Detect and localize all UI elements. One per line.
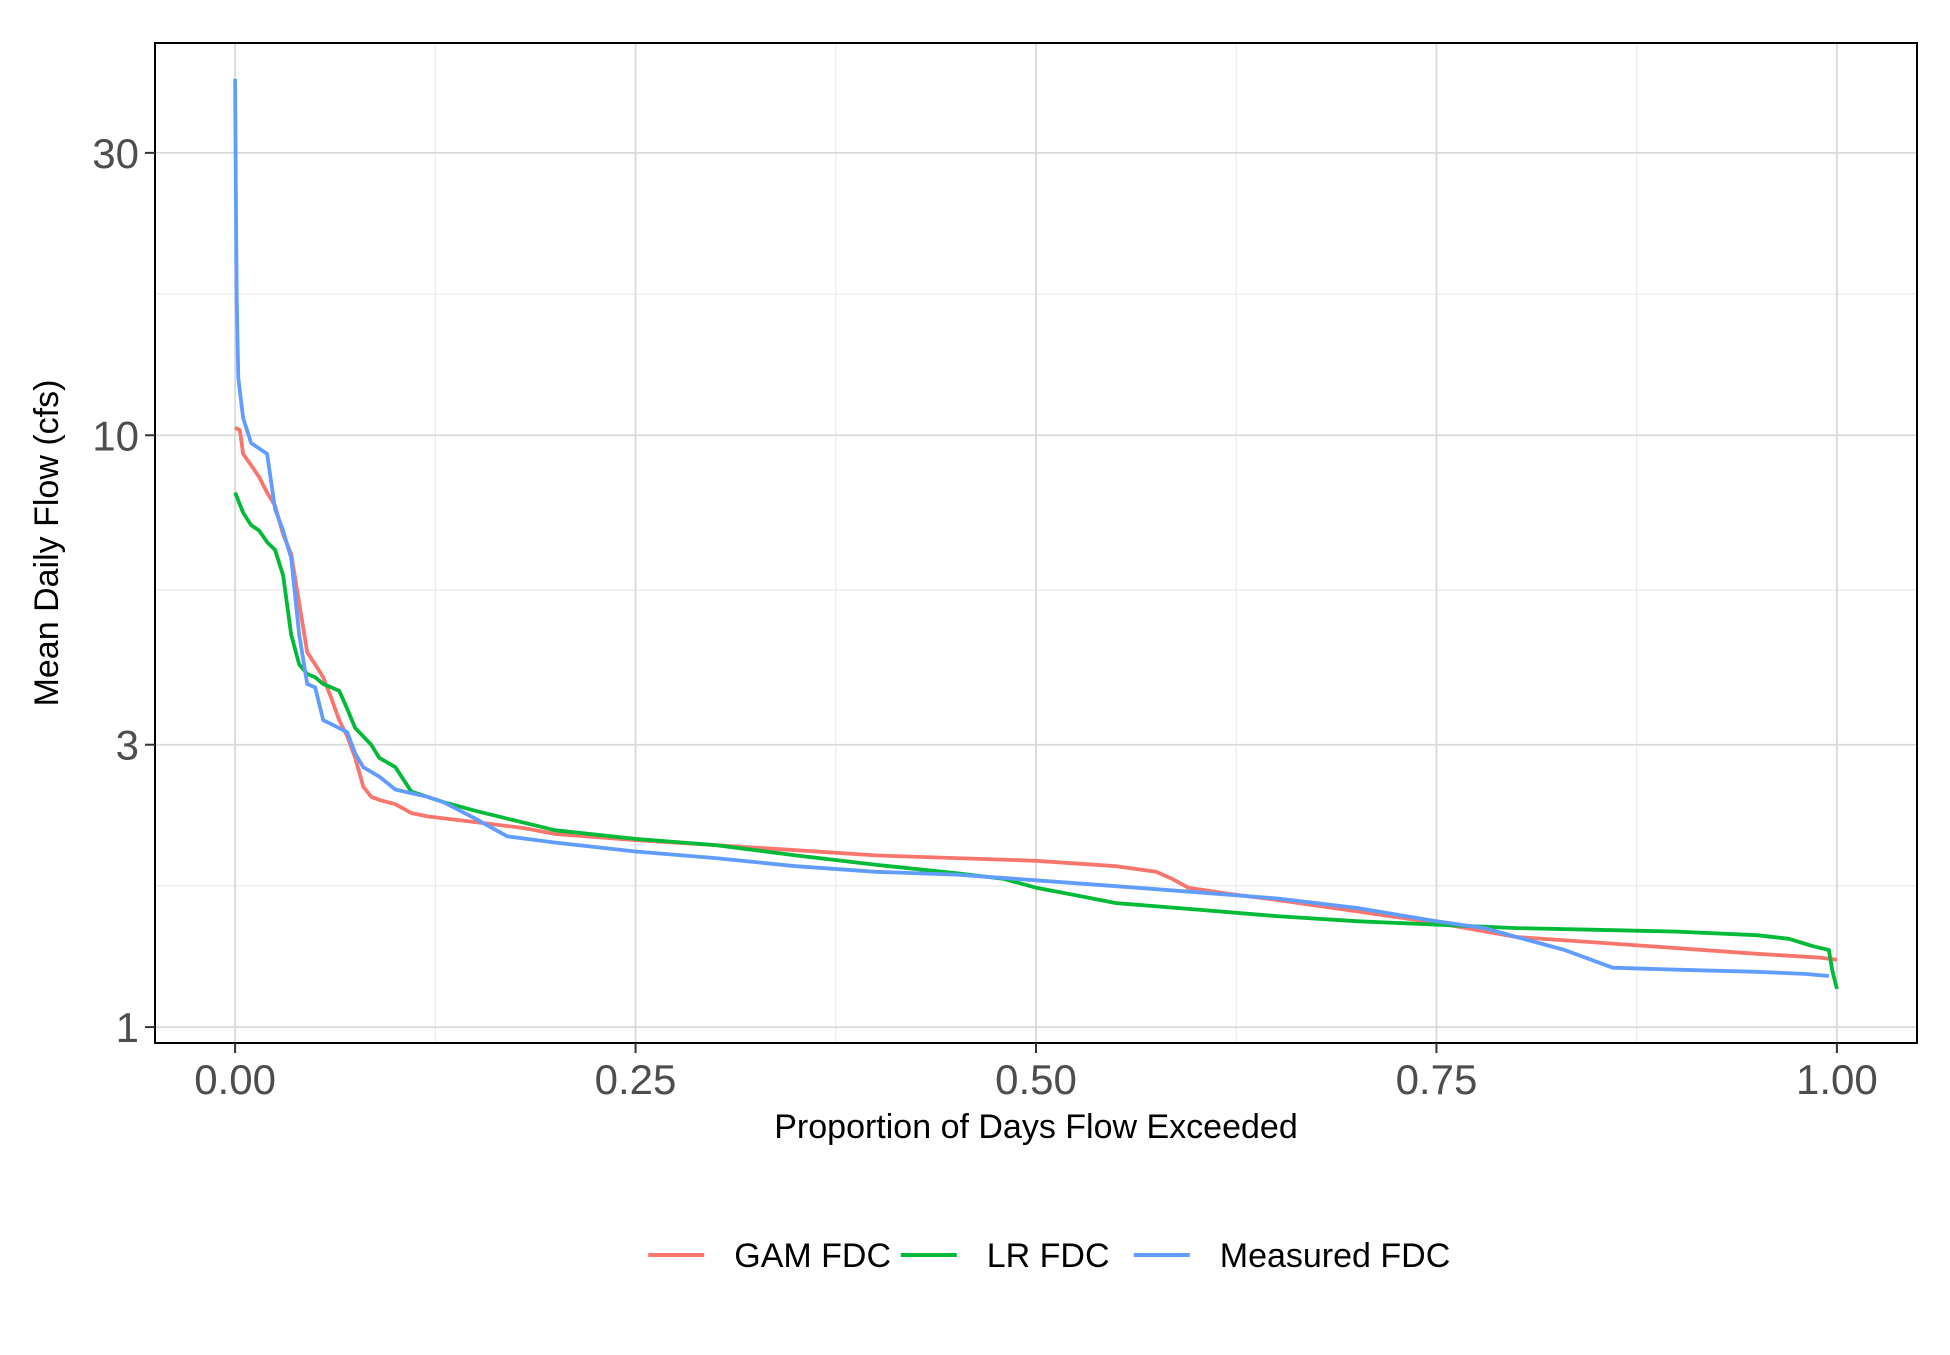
legend-label: LR FDC	[987, 1237, 1110, 1275]
axes-layer: 0.00 0.25 0.50 0.75 1.00 1 3 10 30	[92, 130, 1878, 1103]
x-tick-label: 0.75	[1396, 1056, 1478, 1103]
x-tick-label: 1.00	[1796, 1056, 1878, 1103]
legend-item-lr-fdc: LR FDC	[900, 1237, 1110, 1275]
y-tick-label: 10	[92, 412, 139, 459]
legend-label: GAM FDC	[734, 1237, 891, 1275]
x-tick-label: 0.50	[995, 1056, 1077, 1103]
x-tick-label: 0.25	[595, 1056, 677, 1103]
series-layer	[233, 78, 1839, 990]
legend-item-measured-fdc: Measured FDC	[1133, 1237, 1451, 1275]
series-line-lr-fdc	[233, 491, 1839, 990]
y-axis-title: Mean Daily Flow (cfs)	[28, 380, 66, 707]
y-tick-label: 3	[116, 722, 139, 769]
x-tick-label: 0.00	[194, 1056, 276, 1103]
series-line-measured-fdc	[233, 78, 1830, 978]
legend: GAM FDC LR FDC Measured FDC	[648, 1237, 1450, 1275]
x-axis-title: Proportion of Days Flow Exceeded	[774, 1108, 1297, 1146]
y-tick-label: 1	[116, 1004, 139, 1051]
legend-label: Measured FDC	[1220, 1237, 1451, 1275]
legend-item-gam-fdc: GAM FDC	[648, 1237, 891, 1275]
y-tick-label: 30	[92, 130, 139, 177]
